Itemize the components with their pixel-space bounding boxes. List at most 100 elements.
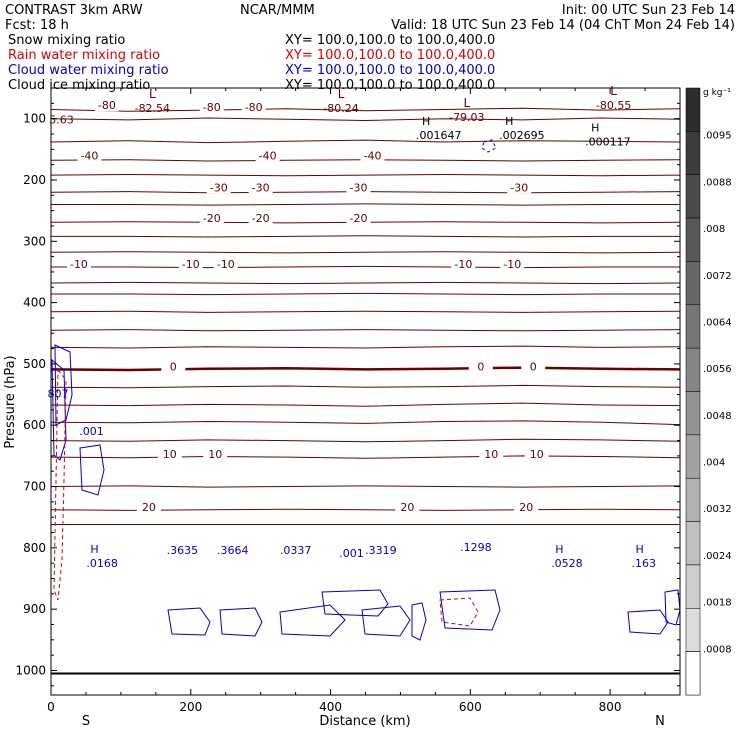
- mixing-ratio-label: .1298: [460, 541, 492, 554]
- contour-label: -30: [350, 181, 368, 194]
- x-axis-title: Distance (km): [319, 714, 410, 729]
- contour-label: -40: [80, 150, 98, 163]
- y-tick-label: 200: [23, 173, 46, 187]
- contour-label: -30: [210, 181, 228, 194]
- x-tick-label: 400: [319, 700, 342, 714]
- contour-label: -30: [510, 181, 528, 194]
- ice-max-value: .002695: [499, 129, 545, 142]
- isotherm-line: [50, 310, 681, 313]
- colorbar-segment: [685, 174, 701, 219]
- colorbar-label: .0018: [703, 598, 732, 609]
- cloud-water-contour: [664, 589, 681, 626]
- cloud-water-contour: [219, 607, 263, 637]
- isotherm-line: [50, 107, 681, 112]
- cloud-water-contour: [627, 609, 669, 635]
- ice-max-marker: H: [591, 121, 599, 134]
- x-tick-label: 200: [179, 700, 202, 714]
- isotherm-line: [50, 329, 681, 332]
- colorbar-label: .0095: [703, 131, 732, 142]
- forecast-hour: Fcst: 18 h: [5, 18, 69, 33]
- temperature-min-value: -82.54: [135, 102, 170, 115]
- y-tick-label: 900: [23, 602, 46, 616]
- cloud-water-contour: [321, 589, 389, 617]
- isotherm-line: [51, 203, 680, 206]
- colorbar-segment: [685, 477, 701, 522]
- isotherm-line: [50, 117, 681, 122]
- field-rain-xy: XY= 100.0,100.0 to 100.0,400.0: [285, 48, 495, 63]
- north-end-label: N: [655, 714, 665, 729]
- x-tick-label: 600: [459, 700, 482, 714]
- y-axis-title: Pressure (hPa): [3, 355, 18, 448]
- contour-label: 20: [519, 501, 533, 514]
- cloud-water-max-value: .0168: [86, 557, 118, 570]
- isotherm-line: [50, 345, 681, 349]
- mixing-ratio-label: .001: [339, 547, 364, 560]
- x-tick-label: 800: [599, 700, 622, 714]
- x-tick-label: 0: [47, 700, 55, 714]
- valid-time: Valid: 18 UTC Sun 23 Feb 14 (04 ChT Mon …: [391, 18, 735, 33]
- cloud-water-contour: [411, 602, 427, 641]
- colorbar-label: .008: [703, 224, 725, 235]
- contour-label-bg: [77, 150, 102, 162]
- colorbar-segment: [685, 651, 701, 696]
- contour-labels: -80 -80 -80 -40 -40 -40 -30 -30 -30 -30 -20 -20 -20 -…: [47, 84, 656, 570]
- isotherm-line: [50, 420, 681, 426]
- field-ice-name: Cloud ice mixing ratio: [8, 78, 150, 93]
- contour-label: 10: [208, 448, 222, 461]
- contour-label-bg: [507, 182, 532, 194]
- contour-label: -80: [245, 101, 263, 114]
- contour-label-bg: [255, 150, 280, 162]
- colorbar: .0095 .0088 .008 .0072 .0064 .0056 .0048 .004 .0…: [685, 87, 732, 696]
- experiment-title: CONTRAST 3km ARW: [5, 3, 143, 18]
- colorbar-label: .0088: [703, 177, 732, 188]
- contour-label-bg: [203, 449, 228, 461]
- contour-label-bg: [468, 361, 493, 373]
- colorbar-label: .0032: [703, 504, 732, 515]
- isotherm-contours: [50, 107, 681, 675]
- isotherm-line: [50, 438, 681, 443]
- cloud-water-max-value: .163: [632, 557, 657, 570]
- temperature-min-marker: L: [463, 96, 470, 110]
- mixing-ratio-label: 807: [47, 388, 68, 401]
- contour-label-bg: [248, 213, 273, 225]
- temperature-min-marker: L: [610, 84, 617, 98]
- contour-label-bg: [451, 259, 476, 271]
- isotherm-line: [50, 384, 681, 389]
- isotherm-line: [50, 402, 681, 407]
- contour-label: 10: [163, 448, 177, 461]
- contour-label: -20: [252, 212, 270, 225]
- contour-label-bg: [206, 182, 231, 194]
- contour-label: -80: [98, 99, 116, 112]
- contour-label-bg: [479, 449, 504, 461]
- contour-label: 0: [477, 360, 484, 373]
- isotherm-line: [51, 235, 680, 238]
- contour-label: -20: [350, 212, 368, 225]
- cloud-water-max-marker: H: [636, 543, 644, 556]
- contour-label-bg: [213, 259, 238, 271]
- y-tick-label: 400: [23, 296, 46, 310]
- isotherm-line: [50, 455, 681, 459]
- colorbar-segment: [685, 304, 701, 349]
- plot-frame: [50, 87, 681, 696]
- isotherm-line: [51, 292, 680, 296]
- isotherm-line: [50, 366, 681, 372]
- colorbar-segment: [685, 347, 701, 392]
- cloud-contours: [51, 139, 681, 641]
- contour-label-bg: [178, 259, 203, 271]
- contour-label: 0: [170, 360, 177, 373]
- y-tick-label: 800: [23, 541, 46, 555]
- contour-label: -40: [364, 150, 382, 163]
- cloud-water-max-marker: H: [90, 543, 98, 556]
- cloud-water-contour: [361, 605, 411, 637]
- temperature-min-marker: L: [149, 87, 156, 101]
- field-cloudwater-name: Cloud water mixing ratio: [8, 63, 169, 78]
- temperature-min-value: 5.63: [49, 113, 74, 126]
- cloud-water-contour: [167, 607, 211, 636]
- colorbar-segment: [685, 564, 701, 609]
- cloud-water-contour: [79, 444, 105, 496]
- contour-label: 10: [484, 448, 498, 461]
- contour-label-bg: [94, 100, 119, 112]
- field-snow-xy: XY= 100.0,100.0 to 100.0,400.0: [285, 33, 495, 48]
